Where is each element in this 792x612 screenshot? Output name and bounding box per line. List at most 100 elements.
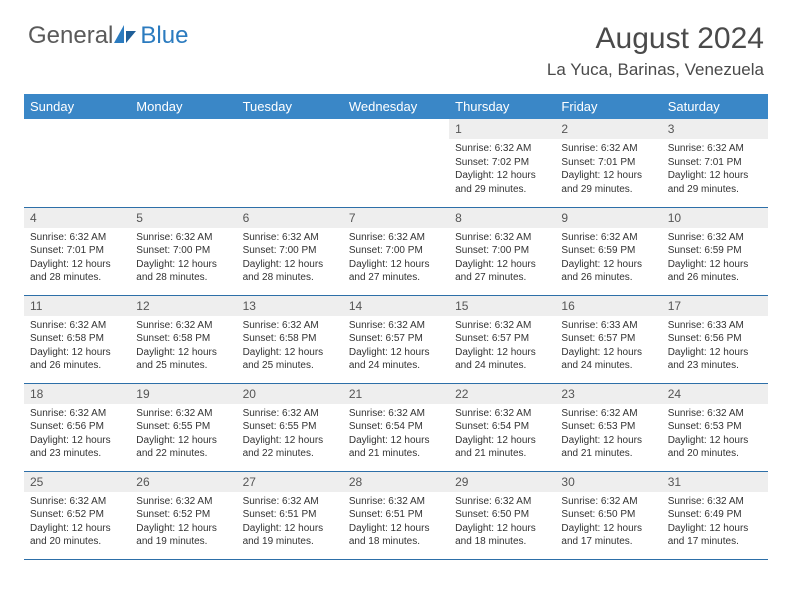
day-detail: Sunrise: 6:32 AMSunset: 6:58 PMDaylight:… [237,316,343,375]
calendar-row: 25Sunrise: 6:32 AMSunset: 6:52 PMDayligh… [24,471,768,559]
calendar-cell: 6Sunrise: 6:32 AMSunset: 7:00 PMDaylight… [237,207,343,295]
day-number: 13 [237,296,343,316]
calendar-cell: 16Sunrise: 6:33 AMSunset: 6:57 PMDayligh… [555,295,661,383]
day-number: 30 [555,472,661,492]
calendar-cell: 1Sunrise: 6:32 AMSunset: 7:02 PMDaylight… [449,119,555,207]
calendar-cell: 7Sunrise: 6:32 AMSunset: 7:00 PMDaylight… [343,207,449,295]
day-number: 10 [662,208,768,228]
day-detail: Sunrise: 6:32 AMSunset: 6:55 PMDaylight:… [130,404,236,463]
day-number: 5 [130,208,236,228]
calendar-cell: 25Sunrise: 6:32 AMSunset: 6:52 PMDayligh… [24,471,130,559]
day-detail: Sunrise: 6:32 AMSunset: 7:00 PMDaylight:… [130,228,236,287]
day-number: 17 [662,296,768,316]
day-detail: Sunrise: 6:32 AMSunset: 6:52 PMDaylight:… [130,492,236,551]
day-number: 20 [237,384,343,404]
calendar-cell: 22Sunrise: 6:32 AMSunset: 6:54 PMDayligh… [449,383,555,471]
calendar-cell: 13Sunrise: 6:32 AMSunset: 6:58 PMDayligh… [237,295,343,383]
day-detail: Sunrise: 6:32 AMSunset: 7:01 PMDaylight:… [555,139,661,198]
month-title: August 2024 [547,22,764,56]
day-number: 7 [343,208,449,228]
day-detail: Sunrise: 6:32 AMSunset: 6:57 PMDaylight:… [343,316,449,375]
calendar-row: 11Sunrise: 6:32 AMSunset: 6:58 PMDayligh… [24,295,768,383]
day-detail: Sunrise: 6:32 AMSunset: 7:00 PMDaylight:… [237,228,343,287]
brand-sail-icon [112,23,138,50]
day-number: 8 [449,208,555,228]
calendar-row: 1Sunrise: 6:32 AMSunset: 7:02 PMDaylight… [24,119,768,207]
day-detail: Sunrise: 6:32 AMSunset: 6:49 PMDaylight:… [662,492,768,551]
day-detail: Sunrise: 6:32 AMSunset: 6:52 PMDaylight:… [24,492,130,551]
weekday-header: Sunday [24,94,130,119]
calendar-cell [24,119,130,207]
day-number: 21 [343,384,449,404]
calendar-row: 4Sunrise: 6:32 AMSunset: 7:01 PMDaylight… [24,207,768,295]
day-detail: Sunrise: 6:32 AMSunset: 6:55 PMDaylight:… [237,404,343,463]
calendar-cell [237,119,343,207]
weekday-header: Friday [555,94,661,119]
day-number: 1 [449,119,555,139]
day-number: 31 [662,472,768,492]
day-detail: Sunrise: 6:33 AMSunset: 6:56 PMDaylight:… [662,316,768,375]
day-detail: Sunrise: 6:33 AMSunset: 6:57 PMDaylight:… [555,316,661,375]
day-number: 11 [24,296,130,316]
calendar-cell: 14Sunrise: 6:32 AMSunset: 6:57 PMDayligh… [343,295,449,383]
day-number: 18 [24,384,130,404]
brand-logo: General Blue [28,22,188,50]
day-number: 19 [130,384,236,404]
location-subtitle: La Yuca, Barinas, Venezuela [547,60,764,80]
day-detail: Sunrise: 6:32 AMSunset: 6:53 PMDaylight:… [555,404,661,463]
calendar-cell: 31Sunrise: 6:32 AMSunset: 6:49 PMDayligh… [662,471,768,559]
day-detail: Sunrise: 6:32 AMSunset: 6:58 PMDaylight:… [24,316,130,375]
calendar-row: 18Sunrise: 6:32 AMSunset: 6:56 PMDayligh… [24,383,768,471]
day-number: 3 [662,119,768,139]
day-number: 4 [24,208,130,228]
day-number: 2 [555,119,661,139]
day-number: 9 [555,208,661,228]
day-detail: Sunrise: 6:32 AMSunset: 6:59 PMDaylight:… [662,228,768,287]
brand-text-blue: Blue [140,22,188,50]
calendar-body: 1Sunrise: 6:32 AMSunset: 7:02 PMDaylight… [24,119,768,559]
calendar-cell: 30Sunrise: 6:32 AMSunset: 6:50 PMDayligh… [555,471,661,559]
weekday-header: Wednesday [343,94,449,119]
calendar-cell: 4Sunrise: 6:32 AMSunset: 7:01 PMDaylight… [24,207,130,295]
day-detail: Sunrise: 6:32 AMSunset: 7:01 PMDaylight:… [662,139,768,198]
day-detail: Sunrise: 6:32 AMSunset: 6:51 PMDaylight:… [237,492,343,551]
calendar-cell: 8Sunrise: 6:32 AMSunset: 7:00 PMDaylight… [449,207,555,295]
calendar-cell: 27Sunrise: 6:32 AMSunset: 6:51 PMDayligh… [237,471,343,559]
calendar-table: SundayMondayTuesdayWednesdayThursdayFrid… [24,94,768,560]
day-detail: Sunrise: 6:32 AMSunset: 7:02 PMDaylight:… [449,139,555,198]
day-detail: Sunrise: 6:32 AMSunset: 6:53 PMDaylight:… [662,404,768,463]
day-detail: Sunrise: 6:32 AMSunset: 6:51 PMDaylight:… [343,492,449,551]
calendar-cell: 21Sunrise: 6:32 AMSunset: 6:54 PMDayligh… [343,383,449,471]
day-detail: Sunrise: 6:32 AMSunset: 6:59 PMDaylight:… [555,228,661,287]
page-header: General Blue August 2024 La Yuca, Barina… [0,0,792,86]
day-detail: Sunrise: 6:32 AMSunset: 6:56 PMDaylight:… [24,404,130,463]
day-number: 14 [343,296,449,316]
calendar-cell: 23Sunrise: 6:32 AMSunset: 6:53 PMDayligh… [555,383,661,471]
day-number: 16 [555,296,661,316]
day-detail: Sunrise: 6:32 AMSunset: 6:57 PMDaylight:… [449,316,555,375]
day-detail: Sunrise: 6:32 AMSunset: 7:01 PMDaylight:… [24,228,130,287]
title-block: August 2024 La Yuca, Barinas, Venezuela [547,22,764,80]
day-number: 28 [343,472,449,492]
calendar-cell: 18Sunrise: 6:32 AMSunset: 6:56 PMDayligh… [24,383,130,471]
calendar-cell [343,119,449,207]
calendar-cell: 24Sunrise: 6:32 AMSunset: 6:53 PMDayligh… [662,383,768,471]
day-number: 6 [237,208,343,228]
weekday-header: Saturday [662,94,768,119]
calendar-cell: 9Sunrise: 6:32 AMSunset: 6:59 PMDaylight… [555,207,661,295]
calendar-cell: 10Sunrise: 6:32 AMSunset: 6:59 PMDayligh… [662,207,768,295]
day-number: 25 [24,472,130,492]
calendar-cell: 19Sunrise: 6:32 AMSunset: 6:55 PMDayligh… [130,383,236,471]
calendar-cell [130,119,236,207]
day-number: 29 [449,472,555,492]
day-detail: Sunrise: 6:32 AMSunset: 6:54 PMDaylight:… [449,404,555,463]
weekday-row: SundayMondayTuesdayWednesdayThursdayFrid… [24,94,768,119]
calendar-cell: 17Sunrise: 6:33 AMSunset: 6:56 PMDayligh… [662,295,768,383]
weekday-header: Monday [130,94,236,119]
day-detail: Sunrise: 6:32 AMSunset: 7:00 PMDaylight:… [343,228,449,287]
day-number: 12 [130,296,236,316]
calendar-cell: 26Sunrise: 6:32 AMSunset: 6:52 PMDayligh… [130,471,236,559]
day-detail: Sunrise: 6:32 AMSunset: 6:50 PMDaylight:… [449,492,555,551]
brand-text-general: General [28,22,113,50]
day-number: 27 [237,472,343,492]
